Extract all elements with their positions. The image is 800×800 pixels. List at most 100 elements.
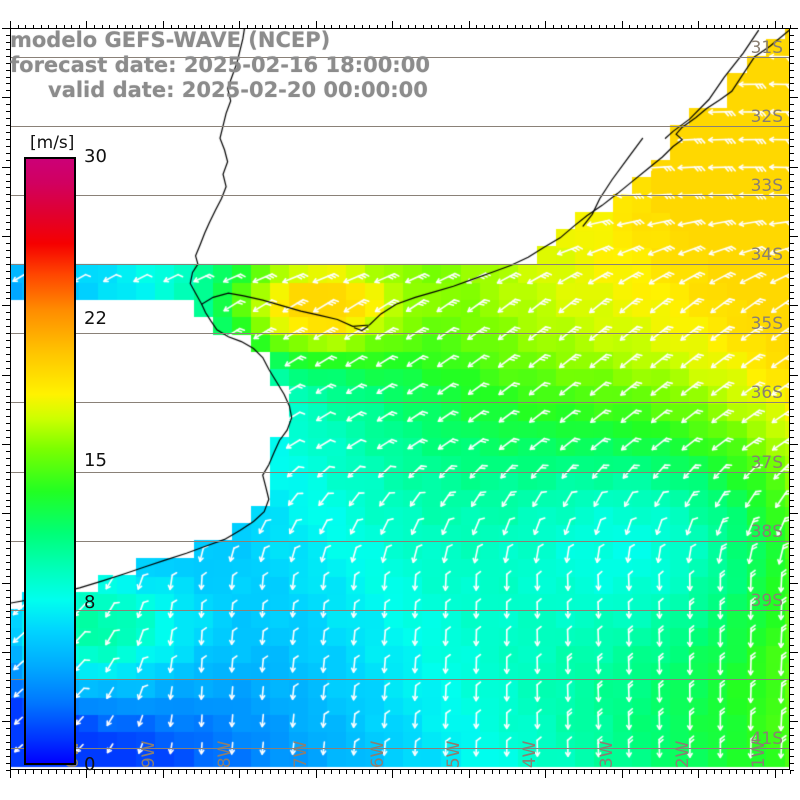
axis-tick	[790, 541, 794, 542]
axis-tick	[423, 25, 424, 29]
axis-tick	[171, 25, 172, 29]
axis-tick	[6, 361, 10, 362]
axis-tick	[41, 25, 42, 29]
axis-tick	[6, 222, 10, 223]
axis-tick	[6, 659, 10, 660]
axis-tick	[301, 770, 302, 774]
axis-tick	[431, 770, 432, 774]
axis-tick	[6, 257, 10, 258]
axis-tick	[362, 25, 363, 29]
axis-tick	[790, 742, 794, 743]
axis-tick	[48, 770, 49, 774]
axis-tick	[186, 25, 187, 29]
right-tick-ruler	[790, 28, 798, 771]
axis-tick	[6, 458, 10, 459]
axis-tick	[790, 715, 794, 716]
axis-tick	[790, 756, 794, 757]
axis-tick	[591, 25, 592, 29]
axis-tick	[691, 25, 692, 29]
axis-tick	[6, 638, 10, 639]
axis-tick	[316, 21, 317, 29]
axis-tick	[507, 770, 508, 774]
axis-tick	[33, 770, 34, 774]
axis-tick	[10, 770, 11, 778]
axis-tick	[285, 25, 286, 29]
axis-tick	[385, 770, 386, 774]
axis-tick	[6, 132, 10, 133]
axis-tick	[790, 402, 794, 403]
axis-tick	[6, 402, 10, 403]
axis-tick	[484, 770, 485, 774]
axis-tick	[2, 444, 10, 445]
axis-tick	[308, 25, 309, 29]
axis-tick	[339, 25, 340, 29]
axis-tick	[668, 770, 669, 774]
axis-tick	[530, 25, 531, 29]
axis-tick	[454, 25, 455, 29]
gridline-parallel	[11, 541, 789, 542]
axis-tick	[392, 770, 393, 778]
colorbar-tick-label: 8	[84, 591, 96, 613]
axis-tick	[94, 25, 95, 29]
axis-tick	[790, 70, 794, 71]
axis-tick	[499, 25, 500, 29]
axis-tick	[2, 513, 10, 514]
axis-tick	[392, 21, 393, 29]
axis-tick	[41, 770, 42, 774]
axis-tick	[790, 298, 794, 299]
axis-tick	[6, 174, 10, 175]
wind-speed-field	[11, 29, 789, 769]
axis-tick	[48, 25, 49, 29]
axis-tick	[216, 770, 217, 774]
axis-tick	[790, 624, 794, 625]
axis-tick	[400, 770, 401, 774]
axis-tick	[415, 770, 416, 774]
axis-tick	[6, 146, 10, 147]
gridline-parallel	[11, 126, 789, 127]
axis-tick	[6, 569, 10, 570]
axis-tick	[629, 770, 630, 774]
axis-tick	[239, 770, 240, 778]
colorbar-gradient	[24, 157, 76, 765]
axis-tick	[415, 25, 416, 29]
axis-tick	[109, 25, 110, 29]
axis-tick	[6, 243, 10, 244]
axis-tick	[140, 770, 141, 774]
axis-tick	[660, 770, 661, 774]
axis-tick	[125, 25, 126, 29]
axis-tick	[6, 437, 10, 438]
axis-tick	[6, 333, 10, 334]
axis-tick	[6, 520, 10, 521]
axis-tick	[324, 770, 325, 774]
axis-tick	[759, 770, 760, 774]
axis-tick	[576, 770, 577, 774]
axis-tick	[668, 25, 669, 29]
axis-tick	[6, 90, 10, 91]
axis-tick	[270, 770, 271, 774]
axis-tick	[522, 770, 523, 774]
axis-tick	[790, 749, 794, 750]
axis-tick	[622, 770, 623, 778]
axis-tick	[247, 770, 248, 774]
axis-tick	[6, 555, 10, 556]
axis-tick	[6, 298, 10, 299]
axis-tick	[790, 534, 794, 535]
axis-tick	[744, 25, 745, 29]
axis-tick	[247, 25, 248, 29]
axis-tick	[2, 652, 10, 653]
axis-tick	[6, 423, 10, 424]
map-frame: 60W59W58W57W56W55W54W53W52W51W31S32S33S3…	[10, 28, 790, 770]
axis-tick	[492, 770, 493, 774]
bottom-tick-ruler	[10, 770, 791, 778]
axis-tick	[698, 21, 699, 29]
axis-tick	[545, 21, 546, 29]
axis-tick	[6, 201, 10, 202]
axis-tick	[125, 770, 126, 774]
axis-tick	[301, 25, 302, 29]
axis-tick	[675, 770, 676, 774]
axis-tick	[239, 21, 240, 29]
axis-tick	[790, 680, 794, 681]
axis-tick	[6, 631, 10, 632]
axis-tick	[6, 756, 10, 757]
